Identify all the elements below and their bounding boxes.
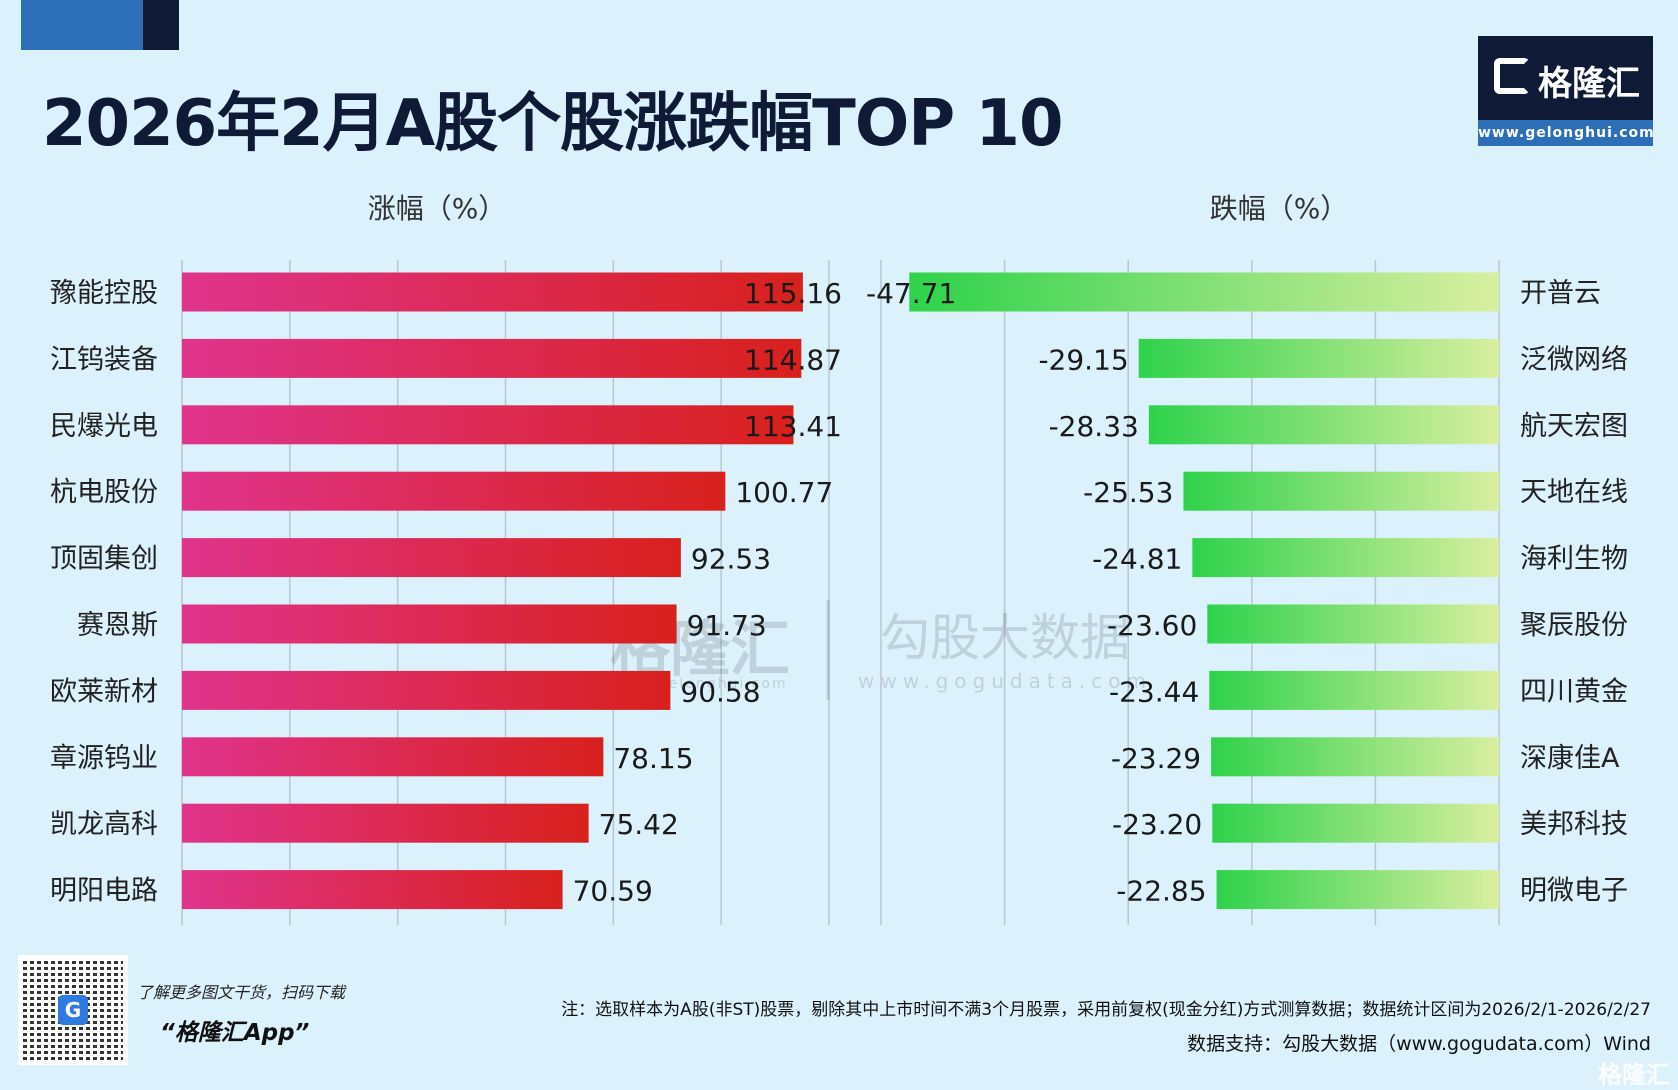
qr-code[interactable]: G	[18, 955, 128, 1065]
loser-value-label: -24.81	[1092, 543, 1182, 576]
left-axis-title: 涨幅（%）	[368, 192, 507, 225]
logo-g-icon	[1494, 58, 1530, 94]
loser-name: 开普云	[1520, 278, 1601, 309]
header-accent-bar	[21, 0, 179, 50]
loser-bar	[1192, 538, 1499, 578]
loser-bar	[1207, 604, 1499, 644]
gainer-value-label: 92.53	[691, 543, 771, 576]
gainer-name: 章源钨业	[50, 743, 158, 774]
corner-logo: 格隆汇	[1598, 1061, 1670, 1089]
gainer-bar	[182, 670, 671, 710]
loser-bar	[1211, 737, 1499, 777]
gainer-bar	[182, 538, 681, 578]
gainer-bar	[182, 338, 802, 378]
loser-name: 天地在线	[1520, 477, 1628, 508]
loser-bar	[1148, 405, 1499, 445]
loser-bar	[1183, 471, 1499, 511]
gainer-value-label: 100.77	[735, 476, 833, 509]
loser-name: 四川黄金	[1520, 676, 1628, 707]
loser-bar	[1209, 670, 1499, 710]
loser-name: 美邦科技	[1520, 809, 1628, 840]
loser-bar	[909, 272, 1499, 312]
loser-value-label: -22.85	[1116, 875, 1206, 908]
gainer-value-label: 75.42	[599, 808, 679, 841]
gainer-bar	[182, 604, 677, 644]
right-axis-title: 跌幅（%）	[1210, 192, 1349, 225]
loser-name: 泛微网络	[1520, 344, 1628, 375]
loser-name: 明微电子	[1520, 876, 1628, 907]
loser-value-label: -23.29	[1111, 742, 1201, 775]
gainer-value-label: 90.58	[680, 675, 760, 708]
loser-value-label: -47.71	[866, 277, 956, 310]
gainer-value-label: 113.41	[744, 410, 842, 443]
watermark-right-url: www.gogudata.com	[858, 669, 1152, 693]
gainer-name: 明阳电路	[50, 876, 158, 907]
gainer-value-label: 70.59	[573, 875, 653, 908]
footnote: 注：选取样本为A股(非ST)股票，剔除其中上市时间不满3个月股票，采用前复权(现…	[561, 1000, 1651, 1020]
gainer-value-label: 78.15	[613, 742, 693, 775]
loser-bar	[1216, 870, 1499, 910]
header-accent-dark	[143, 0, 179, 50]
gainer-value-label: 115.16	[744, 277, 842, 310]
loser-value-label: -23.20	[1112, 808, 1202, 841]
gainer-name: 赛恩斯	[77, 610, 158, 641]
gainer-name: 凯龙高科	[50, 809, 158, 840]
watermark-right-name: 勾股大数据	[880, 609, 1130, 667]
gainer-bar	[182, 272, 803, 312]
gainer-name: 民爆光电	[50, 411, 158, 442]
gainer-bar	[182, 737, 604, 777]
loser-value-label: -29.15	[1038, 343, 1128, 376]
qr-logo-icon: G	[58, 995, 88, 1025]
gainer-bar	[182, 405, 794, 445]
gelonghui-logo: 格隆汇 www.gelonghui.com	[1478, 36, 1654, 146]
loser-value-label: -28.33	[1049, 410, 1139, 443]
loser-value-label: -23.60	[1107, 609, 1197, 642]
logo-url: www.gelonghui.com	[1478, 120, 1654, 146]
gainer-name: 豫能控股	[50, 278, 158, 309]
gainer-value-label: 114.87	[744, 343, 842, 376]
gainer-bar	[182, 471, 726, 511]
loser-bar	[1138, 338, 1499, 378]
gainer-name: 欧莱新材	[50, 676, 158, 707]
gainer-bar	[182, 803, 589, 843]
gainer-name: 江钨装备	[50, 344, 158, 375]
promo-text: 了解更多图文干货，扫码下载	[137, 983, 346, 1002]
gainer-value-label: 91.73	[687, 609, 767, 642]
gainer-bar	[182, 870, 563, 910]
loser-name: 海利生物	[1520, 544, 1628, 575]
loser-name: 聚辰股份	[1520, 610, 1628, 641]
loser-value-label: -25.53	[1083, 476, 1173, 509]
gainer-name: 顶固集创	[50, 544, 158, 575]
loser-bar	[1212, 803, 1499, 843]
logo-name: 格隆汇	[1538, 64, 1640, 104]
gainer-name: 杭电股份	[50, 477, 158, 508]
page-title: 2026年2月A股个股涨跌幅TOP 10	[42, 87, 1063, 161]
loser-name: 航天宏图	[1520, 411, 1628, 442]
promo-app-name: “格隆汇App”	[160, 1020, 310, 1046]
loser-value-label: -23.44	[1109, 675, 1199, 708]
loser-name: 深康佳A	[1520, 743, 1620, 774]
data-source: 数据支持：勾股大数据（www.gogudata.com）Wind	[1187, 1033, 1651, 1055]
